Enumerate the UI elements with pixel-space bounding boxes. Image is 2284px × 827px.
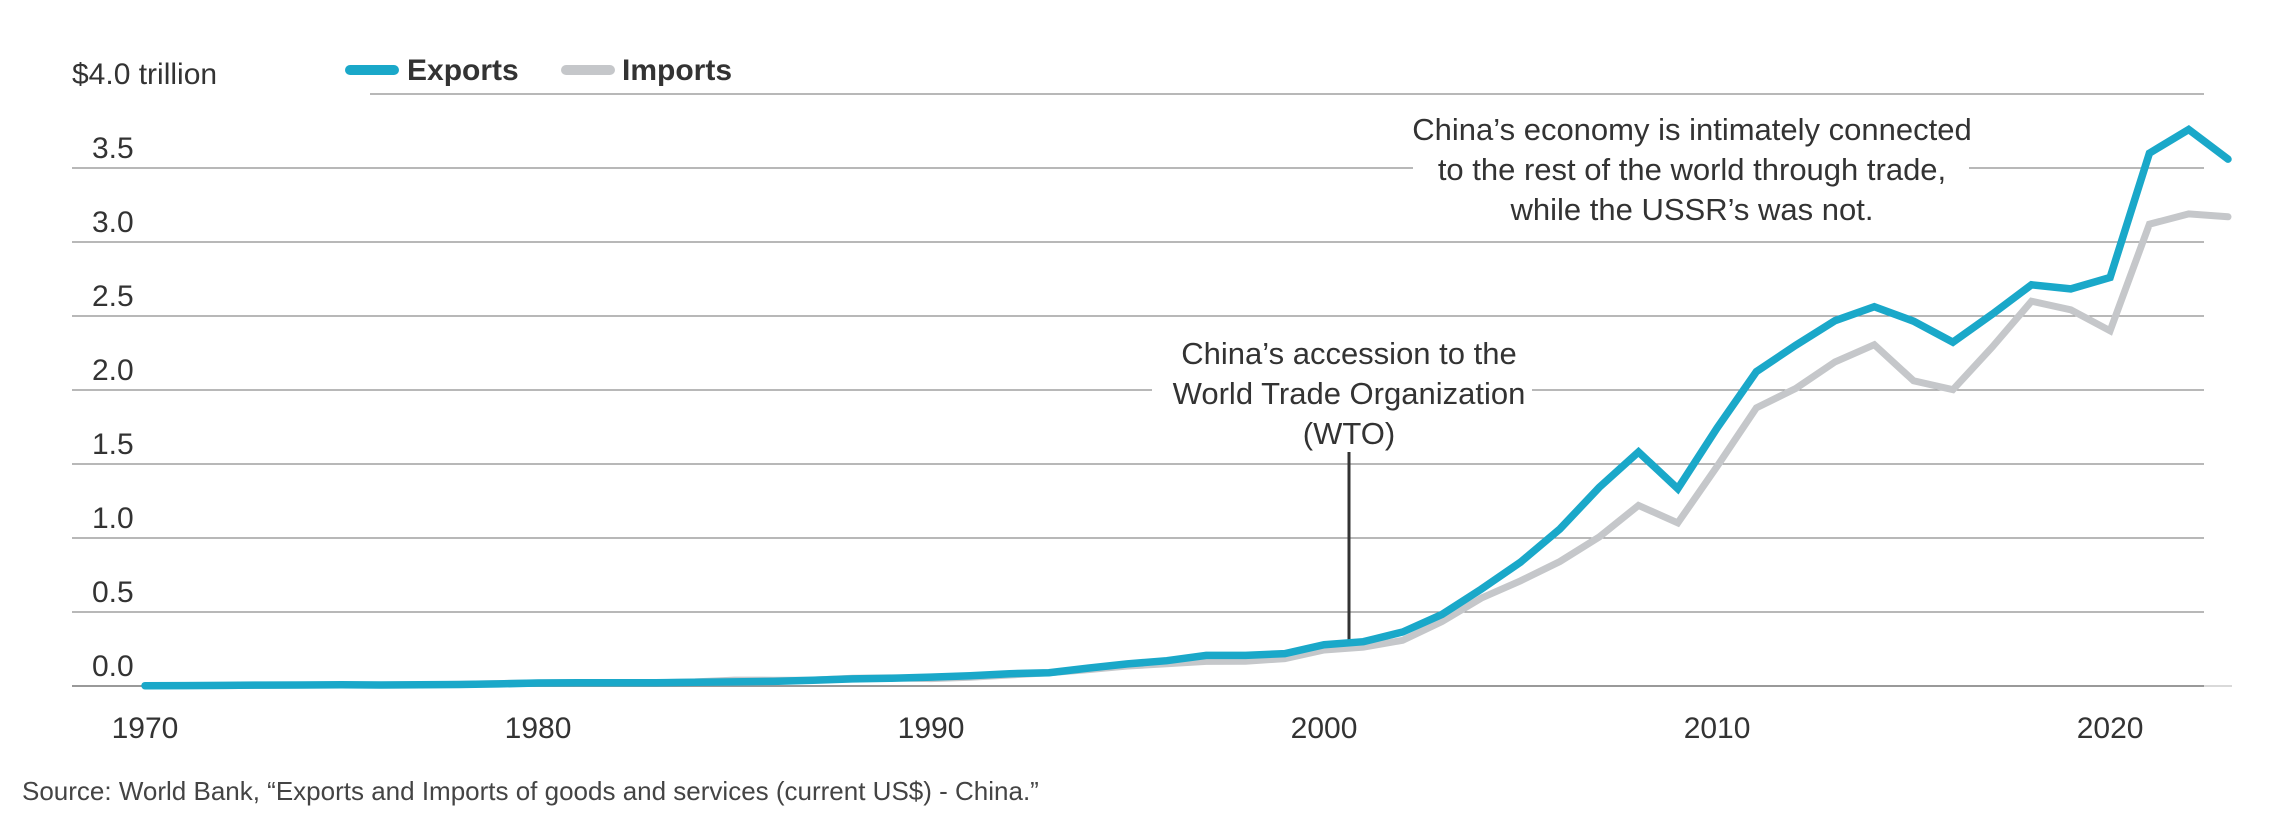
y-tick-label: 3.0 [92,206,134,239]
x-tick-label: 1990 [898,712,965,745]
x-tick-label: 2010 [1684,712,1751,745]
x-tick-label: 1970 [112,712,179,745]
y-axis-ticks: 0.0 0.5 1.0 1.5 2.0 2.5 3.0 3.5 [92,132,134,683]
wto-annotation-bg [1152,328,1532,458]
y-tick-label: 1.0 [92,502,134,535]
y-tick-label: 0.0 [92,650,134,683]
x-axis-ticks: 1970 1980 1990 2000 2010 2020 [112,712,2144,745]
legend-label-imports: Imports [622,54,732,87]
gridlines [72,93,2232,687]
y-axis-unit-label: $4.0 trillion [72,58,217,91]
legend: Exports Imports [345,54,732,87]
legend-label-exports: Exports [407,54,519,87]
y-tick-label: 3.5 [92,132,134,165]
y-tick-label: 2.5 [92,280,134,313]
trade-annotation-line-2: to the rest of the world through trade, [1438,152,1946,187]
series-line-exports [141,124,2232,690]
y-tick-label: 0.5 [92,576,134,609]
series-lines [141,124,2232,690]
x-tick-label: 2020 [2077,712,2144,745]
x-tick-label: 2000 [1291,712,1358,745]
wto-annotation-line-1: China’s accession to the [1181,336,1516,371]
trade-annotation-line-1: China’s economy is intimately connected [1412,112,1971,147]
x-tick-label: 1980 [505,712,572,745]
wto-annotation-line-2: World Trade Organization [1173,376,1526,411]
wto-annotation: China’s accession to the World Trade Org… [1152,328,1532,646]
trade-annotation: China’s economy is intimately connected … [1412,104,1972,232]
source-note: Source: World Bank, “Exports and Imports… [22,776,1039,806]
y-tick-label: 1.5 [92,428,134,461]
trade-annotation-bg [1413,104,1969,232]
y-tick-label: 2.0 [92,354,134,387]
wto-annotation-line-3: (WTO) [1303,416,1395,451]
trade-annotation-line-3: while the USSR’s was not. [1510,192,1874,227]
